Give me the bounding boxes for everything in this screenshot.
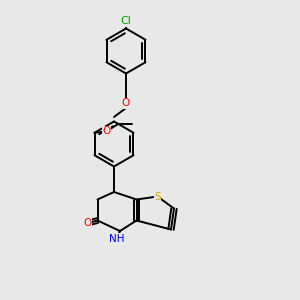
Text: O: O — [83, 218, 91, 229]
Text: S: S — [154, 191, 161, 202]
Text: O: O — [102, 126, 111, 136]
Text: O: O — [122, 98, 130, 109]
Text: Cl: Cl — [121, 16, 131, 26]
Text: NH: NH — [109, 233, 125, 244]
